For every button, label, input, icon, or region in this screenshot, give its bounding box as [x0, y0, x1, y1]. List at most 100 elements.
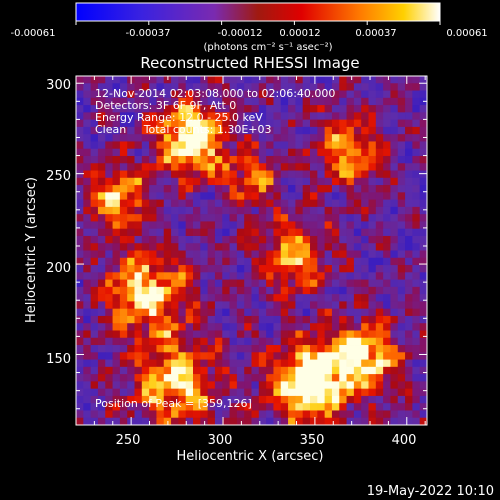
image-pixel [369, 192, 377, 200]
image-pixel [200, 374, 208, 382]
image-pixel [354, 345, 362, 353]
image-pixel [252, 301, 260, 309]
image-pixel [149, 374, 157, 382]
image-pixel [310, 352, 318, 360]
image-pixel [288, 76, 296, 84]
image-pixel [288, 134, 296, 142]
image-pixel [230, 141, 238, 149]
image-pixel [252, 316, 260, 324]
image-pixel [120, 410, 128, 418]
image-pixel [178, 236, 186, 244]
image-pixel [390, 345, 398, 353]
y-tick-label: 250 [46, 169, 71, 184]
image-pixel [420, 338, 428, 346]
image-pixel [105, 141, 113, 149]
image-pixel [288, 200, 296, 208]
image-pixel [361, 171, 369, 179]
image-pixel [412, 229, 420, 237]
image-pixel [98, 185, 106, 193]
image-pixel [244, 280, 252, 288]
image-pixel [317, 178, 325, 186]
image-pixel [171, 345, 179, 353]
image-pixel [281, 112, 289, 120]
image-pixel [105, 178, 113, 186]
image-pixel [186, 301, 194, 309]
image-pixel [171, 178, 179, 186]
image-pixel [222, 287, 230, 295]
image-pixel [405, 192, 413, 200]
image-pixel [105, 192, 113, 200]
image-pixel [317, 251, 325, 259]
image-pixel [420, 396, 428, 404]
image-pixel [390, 367, 398, 375]
image-pixel [193, 251, 201, 259]
image-pixel [244, 265, 252, 273]
image-pixel [354, 214, 362, 222]
image-pixel [390, 120, 398, 128]
image-pixel [127, 265, 135, 273]
image-pixel [369, 294, 377, 302]
image-pixel [339, 265, 347, 273]
image-pixel [230, 221, 238, 229]
image-pixel [281, 163, 289, 171]
image-pixel [200, 265, 208, 273]
image-pixel [390, 214, 398, 222]
image-pixel [200, 389, 208, 397]
image-pixel [266, 381, 274, 389]
image-pixel [135, 141, 143, 149]
image-pixel [237, 149, 245, 157]
image-pixel [347, 112, 355, 120]
image-pixel [295, 207, 303, 215]
image-pixel [332, 221, 340, 229]
image-pixel [164, 192, 172, 200]
image-pixel [266, 163, 274, 171]
image-pixel [354, 309, 362, 317]
image-pixel [339, 352, 347, 360]
image-pixel [325, 171, 333, 179]
image-pixel [76, 374, 84, 382]
image-pixel [295, 156, 303, 164]
colorbar-tick-label: 0.00037 [355, 28, 396, 39]
image-pixel [156, 149, 164, 157]
image-pixel [113, 149, 121, 157]
image-pixel [295, 200, 303, 208]
image-pixel [339, 120, 347, 128]
image-pixel [332, 258, 340, 266]
image-pixel [339, 185, 347, 193]
image-pixel [273, 287, 281, 295]
image-pixel [244, 360, 252, 368]
image-pixel [215, 316, 223, 324]
image-pixel [120, 381, 128, 389]
image-pixel [369, 221, 377, 229]
image-pixel [288, 156, 296, 164]
image-pixel [200, 207, 208, 215]
image-pixel [354, 316, 362, 324]
image-pixel [76, 389, 84, 397]
image-pixel [91, 200, 99, 208]
image-pixel [178, 243, 186, 251]
image-pixel [347, 134, 355, 142]
image-pixel [361, 251, 369, 259]
image-pixel [361, 345, 369, 353]
image-pixel [390, 410, 398, 418]
image-pixel [142, 265, 150, 273]
image-pixel [156, 352, 164, 360]
image-pixel [347, 410, 355, 418]
image-pixel [339, 251, 347, 259]
image-pixel [398, 134, 406, 142]
image-pixel [237, 381, 245, 389]
image-pixel [193, 338, 201, 346]
image-pixel [288, 381, 296, 389]
image-pixel [369, 91, 377, 99]
image-pixel [376, 105, 384, 113]
image-pixel [303, 287, 311, 295]
image-pixel [244, 214, 252, 222]
image-pixel [347, 280, 355, 288]
image-pixel [98, 163, 106, 171]
image-pixel [295, 352, 303, 360]
image-pixel [200, 280, 208, 288]
image-pixel [252, 403, 260, 411]
image-pixel [222, 352, 230, 360]
image-pixel [149, 258, 157, 266]
image-pixel [105, 265, 113, 273]
